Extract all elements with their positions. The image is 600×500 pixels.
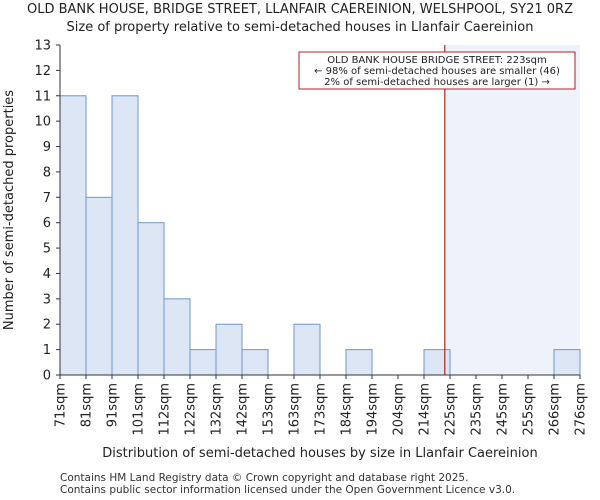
histogram-bar bbox=[345, 349, 373, 376]
x-tick-label: 245sqm bbox=[496, 383, 511, 436]
y-tick-label: 0 bbox=[43, 369, 51, 384]
y-tick-label: 10 bbox=[34, 115, 51, 130]
chart-title: OLD BANK HOUSE, BRIDGE STREET, LLANFAIR … bbox=[27, 2, 573, 17]
y-tick-label: 1 bbox=[43, 343, 51, 358]
y-tick-label: 2 bbox=[43, 318, 51, 333]
x-tick-label: 255sqm bbox=[522, 383, 537, 436]
annotation-line-2: ← 98% of semi-detached houses are smalle… bbox=[314, 66, 560, 77]
y-tick-label: 13 bbox=[34, 39, 51, 54]
histogram-bar bbox=[293, 323, 321, 376]
y-tick-label: 6 bbox=[43, 216, 51, 231]
x-tick-label: 142sqm bbox=[236, 383, 251, 436]
x-tick-label: 276sqm bbox=[574, 383, 589, 436]
y-tick-label: 7 bbox=[43, 191, 51, 206]
x-tick-label: 194sqm bbox=[366, 383, 381, 436]
x-tick-label: 112sqm bbox=[158, 383, 173, 436]
x-tick-label: 101sqm bbox=[132, 383, 147, 436]
y-tick-label: 5 bbox=[43, 242, 51, 257]
chart-subtitle: Size of property relative to semi-detach… bbox=[66, 20, 534, 35]
histogram-bar bbox=[241, 349, 269, 376]
histogram-bar bbox=[137, 222, 165, 376]
annotation-box bbox=[298, 51, 576, 90]
x-tick-label: 225sqm bbox=[444, 383, 459, 436]
y-axis-label: Number of semi-detached properties bbox=[2, 90, 17, 330]
x-tick-label: 91sqm bbox=[106, 383, 121, 427]
histogram-bar bbox=[59, 95, 87, 376]
x-tick-label: 266sqm bbox=[548, 383, 563, 436]
y-tick-label: 4 bbox=[43, 267, 51, 282]
y-tick-label: 9 bbox=[43, 140, 51, 155]
x-tick-label: 204sqm bbox=[392, 383, 407, 436]
histogram-bar bbox=[215, 323, 243, 376]
histogram-bar bbox=[111, 95, 139, 376]
histogram-bar bbox=[189, 349, 217, 376]
larger-region-shade bbox=[444, 45, 580, 375]
x-tick-label: 235sqm bbox=[470, 383, 485, 436]
x-tick-label: 214sqm bbox=[418, 383, 433, 436]
y-tick-label: 11 bbox=[34, 89, 51, 104]
histogram-bar bbox=[163, 298, 191, 376]
histogram-bar bbox=[553, 349, 581, 376]
x-tick-label: 71sqm bbox=[54, 383, 69, 427]
x-tick-label: 184sqm bbox=[340, 383, 355, 436]
x-tick-label: 163sqm bbox=[288, 383, 303, 436]
footer-line-2: Contains public sector information licen… bbox=[60, 484, 516, 496]
annotation-line-3: 2% of semi-detached houses are larger (1… bbox=[324, 77, 550, 88]
x-tick-label: 132sqm bbox=[210, 383, 225, 436]
histogram-bar bbox=[85, 196, 113, 376]
annotation-line-1: OLD BANK HOUSE BRIDGE STREET: 223sqm bbox=[327, 55, 546, 66]
footer-line-1: Contains HM Land Registry data © Crown c… bbox=[60, 472, 469, 484]
y-tick-label: 12 bbox=[34, 64, 51, 79]
y-tick-label: 8 bbox=[43, 165, 51, 180]
x-axis-label: Distribution of semi-detached houses by … bbox=[102, 446, 537, 461]
x-tick-label: 153sqm bbox=[262, 383, 277, 436]
x-tick-label: 81sqm bbox=[80, 383, 95, 427]
x-tick-label: 122sqm bbox=[184, 383, 199, 436]
histogram-bar bbox=[423, 349, 451, 376]
x-tick-label: 173sqm bbox=[314, 383, 329, 436]
y-tick-label: 3 bbox=[43, 292, 51, 307]
